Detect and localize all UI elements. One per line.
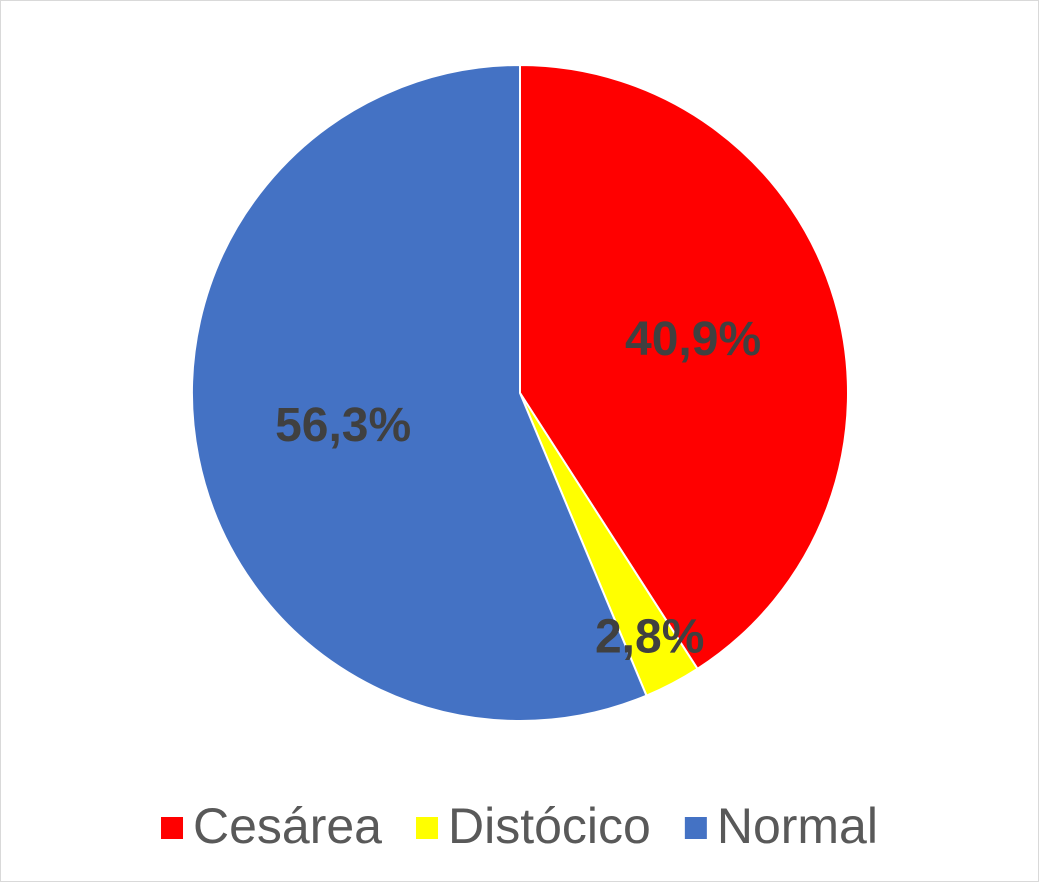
pie-slice	[191, 63, 648, 722]
legend-label: Cesárea	[193, 798, 382, 854]
data-label: 2,8%	[595, 610, 704, 663]
data-label: 40,9%	[625, 313, 761, 366]
pie-slice	[519, 63, 849, 671]
legend-label: Normal	[717, 798, 878, 854]
legend-swatch	[684, 817, 707, 839]
legend-swatch	[161, 817, 184, 839]
legend-swatch	[416, 817, 439, 839]
data-label: 56,3%	[275, 399, 411, 452]
legend-label: Distócico	[448, 798, 651, 854]
